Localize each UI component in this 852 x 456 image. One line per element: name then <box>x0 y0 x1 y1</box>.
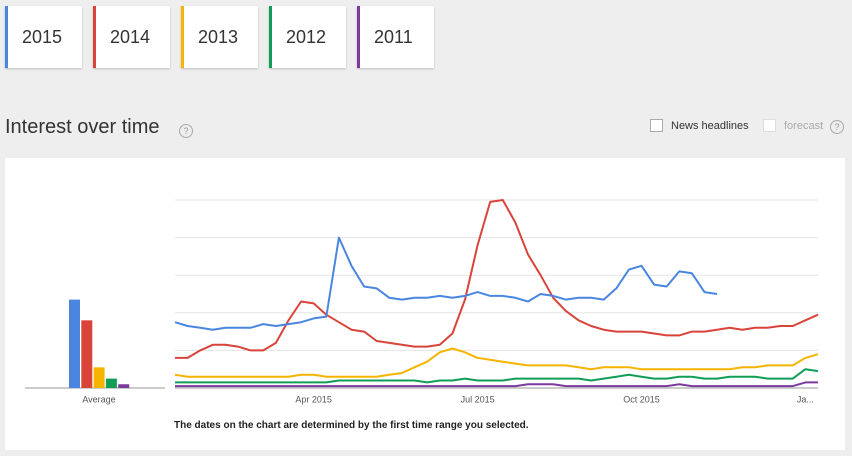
average-label: Average <box>82 394 115 404</box>
series-line <box>174 347 819 378</box>
x-tick-label: Apr 2015 <box>295 394 332 404</box>
footnote: The dates on the chart are determined by… <box>174 420 529 431</box>
average-bar <box>105 378 117 388</box>
series-tab[interactable]: 2013 <box>181 6 258 68</box>
checkbox-label: forecast <box>784 119 824 132</box>
average-bar <box>81 320 93 388</box>
series-line <box>174 236 718 331</box>
series-tab[interactable]: 2014 <box>93 6 170 68</box>
chart: Apr 2015 Jul 2015 Oct 2015 Ja... Average <box>25 199 819 404</box>
x-tick-label: Oct 2015 <box>623 394 660 404</box>
average-bar <box>69 299 80 388</box>
help-icon[interactable]: ? <box>830 120 844 134</box>
series-tab[interactable]: 2015 <box>5 6 82 68</box>
chart-card: Apr 2015 Jul 2015 Oct 2015 Ja... Average <box>5 158 845 450</box>
average-bar <box>118 384 130 388</box>
series-line <box>175 381 818 388</box>
series-tab[interactable]: 2012 <box>269 6 346 68</box>
news-checkbox[interactable]: News headlines <box>650 119 749 132</box>
forecast-checkbox[interactable]: forecast <box>763 119 823 132</box>
x-tick-label: Jul 2015 <box>461 394 495 404</box>
checkbox[interactable] <box>763 119 776 132</box>
section-title: Interest over time <box>5 116 160 138</box>
average-bar <box>93 367 105 388</box>
series-tab[interactable]: 2011 <box>357 6 434 68</box>
x-tick-label: Ja... <box>797 394 814 404</box>
checkbox[interactable] <box>650 119 663 132</box>
checkbox-label: News headlines <box>671 119 749 132</box>
series-line <box>175 199 819 359</box>
series-line <box>175 368 819 384</box>
help-icon[interactable]: ? <box>179 124 193 138</box>
